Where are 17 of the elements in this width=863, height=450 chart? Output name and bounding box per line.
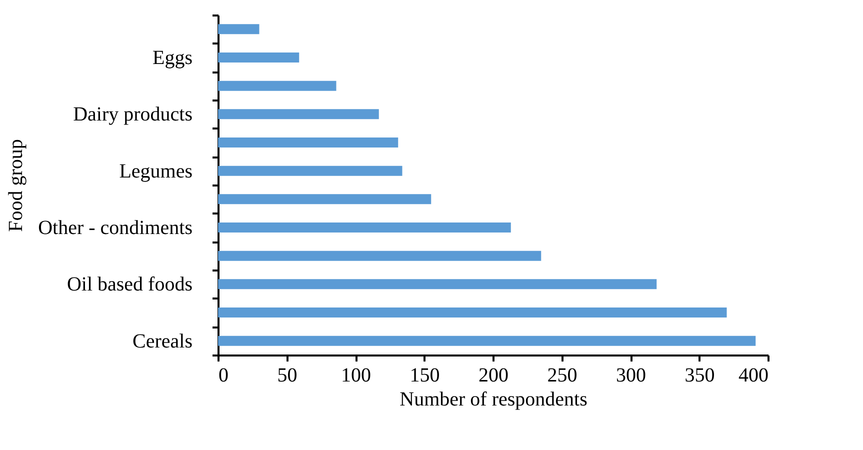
x-tick-label: 350 — [684, 364, 715, 386]
x-tick-label: 100 — [341, 364, 371, 386]
y-axis-title: Food group — [5, 139, 28, 232]
x-tick-label: 300 — [616, 364, 646, 386]
y-tick-label: Legumes — [119, 160, 193, 182]
y-tick-label: Cereals — [132, 330, 193, 352]
y-tick-label: Dairy products — [73, 104, 193, 126]
y-tick-label: Eggs — [152, 47, 193, 69]
y-tick-label: Other - condiments — [38, 217, 193, 239]
x-tick-label: 150 — [410, 364, 440, 386]
x-tick-label: 0 — [218, 364, 228, 386]
x-axis-title: Number of respondents — [400, 388, 588, 410]
x-tick-label: 200 — [478, 364, 508, 386]
x-tick-label: 50 — [277, 364, 298, 386]
x-tick-label: 250 — [547, 364, 578, 386]
x-tick-label: 400 — [738, 364, 768, 386]
y-tick-label: Oil based foods — [66, 274, 193, 296]
